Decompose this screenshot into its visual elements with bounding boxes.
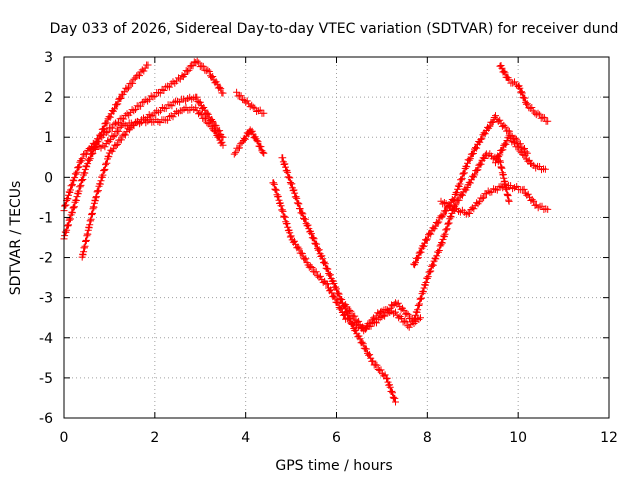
series-markers <box>230 126 268 158</box>
x-tick-label: 10 <box>509 430 527 446</box>
series-9 <box>342 150 513 335</box>
series-13 <box>496 62 552 125</box>
series-markers <box>342 150 513 335</box>
x-tick-label: 4 <box>241 430 250 446</box>
series-11 <box>437 181 552 218</box>
series-8 <box>278 154 399 406</box>
y-tick-label: 3 <box>44 50 53 66</box>
y-tick-label: 0 <box>44 170 53 186</box>
series-12 <box>492 132 549 174</box>
y-tick-label: 1 <box>44 130 53 146</box>
series-7 <box>269 179 424 333</box>
y-tick-label: -2 <box>39 251 53 267</box>
series-markers <box>278 154 399 406</box>
series-markers <box>437 181 552 218</box>
y-tick-label: -6 <box>39 411 53 427</box>
series-6 <box>230 126 268 158</box>
y-tick-label: -3 <box>39 291 53 307</box>
y-tick-label: -1 <box>39 210 53 226</box>
x-axis-label: GPS time / hours <box>275 458 392 474</box>
series-markers <box>269 179 424 333</box>
y-tick-label: 2 <box>44 90 53 106</box>
series-markers <box>492 132 549 174</box>
series-5 <box>233 88 268 117</box>
x-tick-label: 12 <box>600 430 618 446</box>
x-tick-label: 6 <box>332 430 341 446</box>
chart-title: Day 033 of 2026, Sidereal Day-to-day VTE… <box>50 21 619 37</box>
y-tick-label: -5 <box>39 371 53 387</box>
data-points <box>60 57 552 406</box>
y-axis-label: SDTVAR / TECUs <box>8 181 24 296</box>
x-tick-label: 8 <box>423 430 432 446</box>
series-markers <box>496 62 552 125</box>
series-markers <box>87 104 227 153</box>
x-tick-label: 2 <box>150 430 159 446</box>
x-tick-label: 0 <box>60 430 69 446</box>
series-4 <box>87 104 227 153</box>
y-tick-label: -4 <box>39 331 53 347</box>
series-markers <box>233 88 268 117</box>
